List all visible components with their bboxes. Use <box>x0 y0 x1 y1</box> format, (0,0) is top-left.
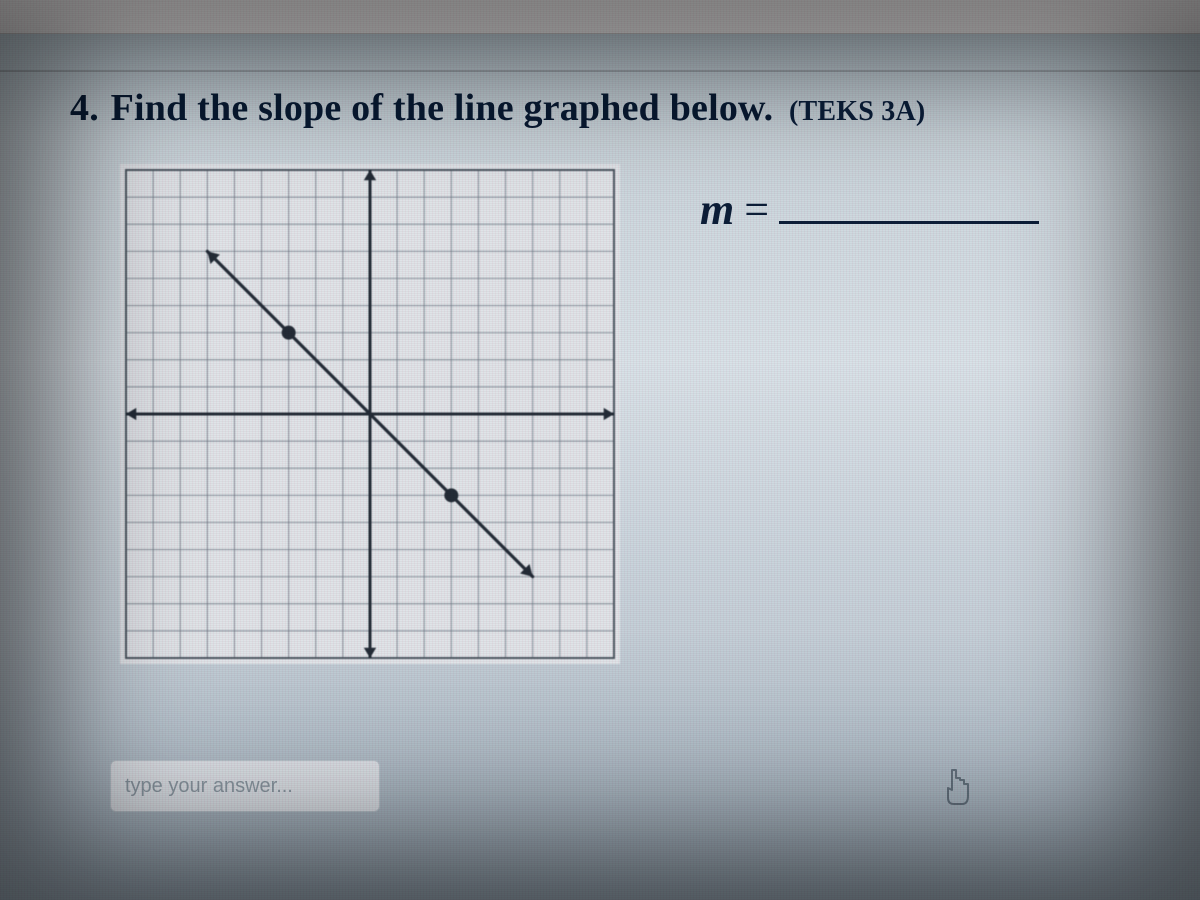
question-heading: 4. Find the slope of the line graphed be… <box>70 86 1160 130</box>
question-prompt: Find the slope of the line graphed below… <box>111 87 774 129</box>
content-row: m = <box>120 164 1140 664</box>
answer-blank-line <box>779 184 1039 224</box>
section-divider <box>0 70 1200 72</box>
answer-input-row <box>110 760 974 812</box>
equals-sign: = <box>744 184 769 235</box>
coordinate-plane-graph <box>120 164 620 664</box>
answer-input[interactable] <box>110 760 380 812</box>
pointer-cursor-icon <box>940 766 974 806</box>
slope-variable: m <box>700 184 734 235</box>
toolbar-sliver <box>0 0 1200 34</box>
question-standard-tag: (TEKS 3A) <box>789 96 925 127</box>
answer-prompt: m = <box>700 164 1039 235</box>
question-number: 4. <box>70 87 99 129</box>
